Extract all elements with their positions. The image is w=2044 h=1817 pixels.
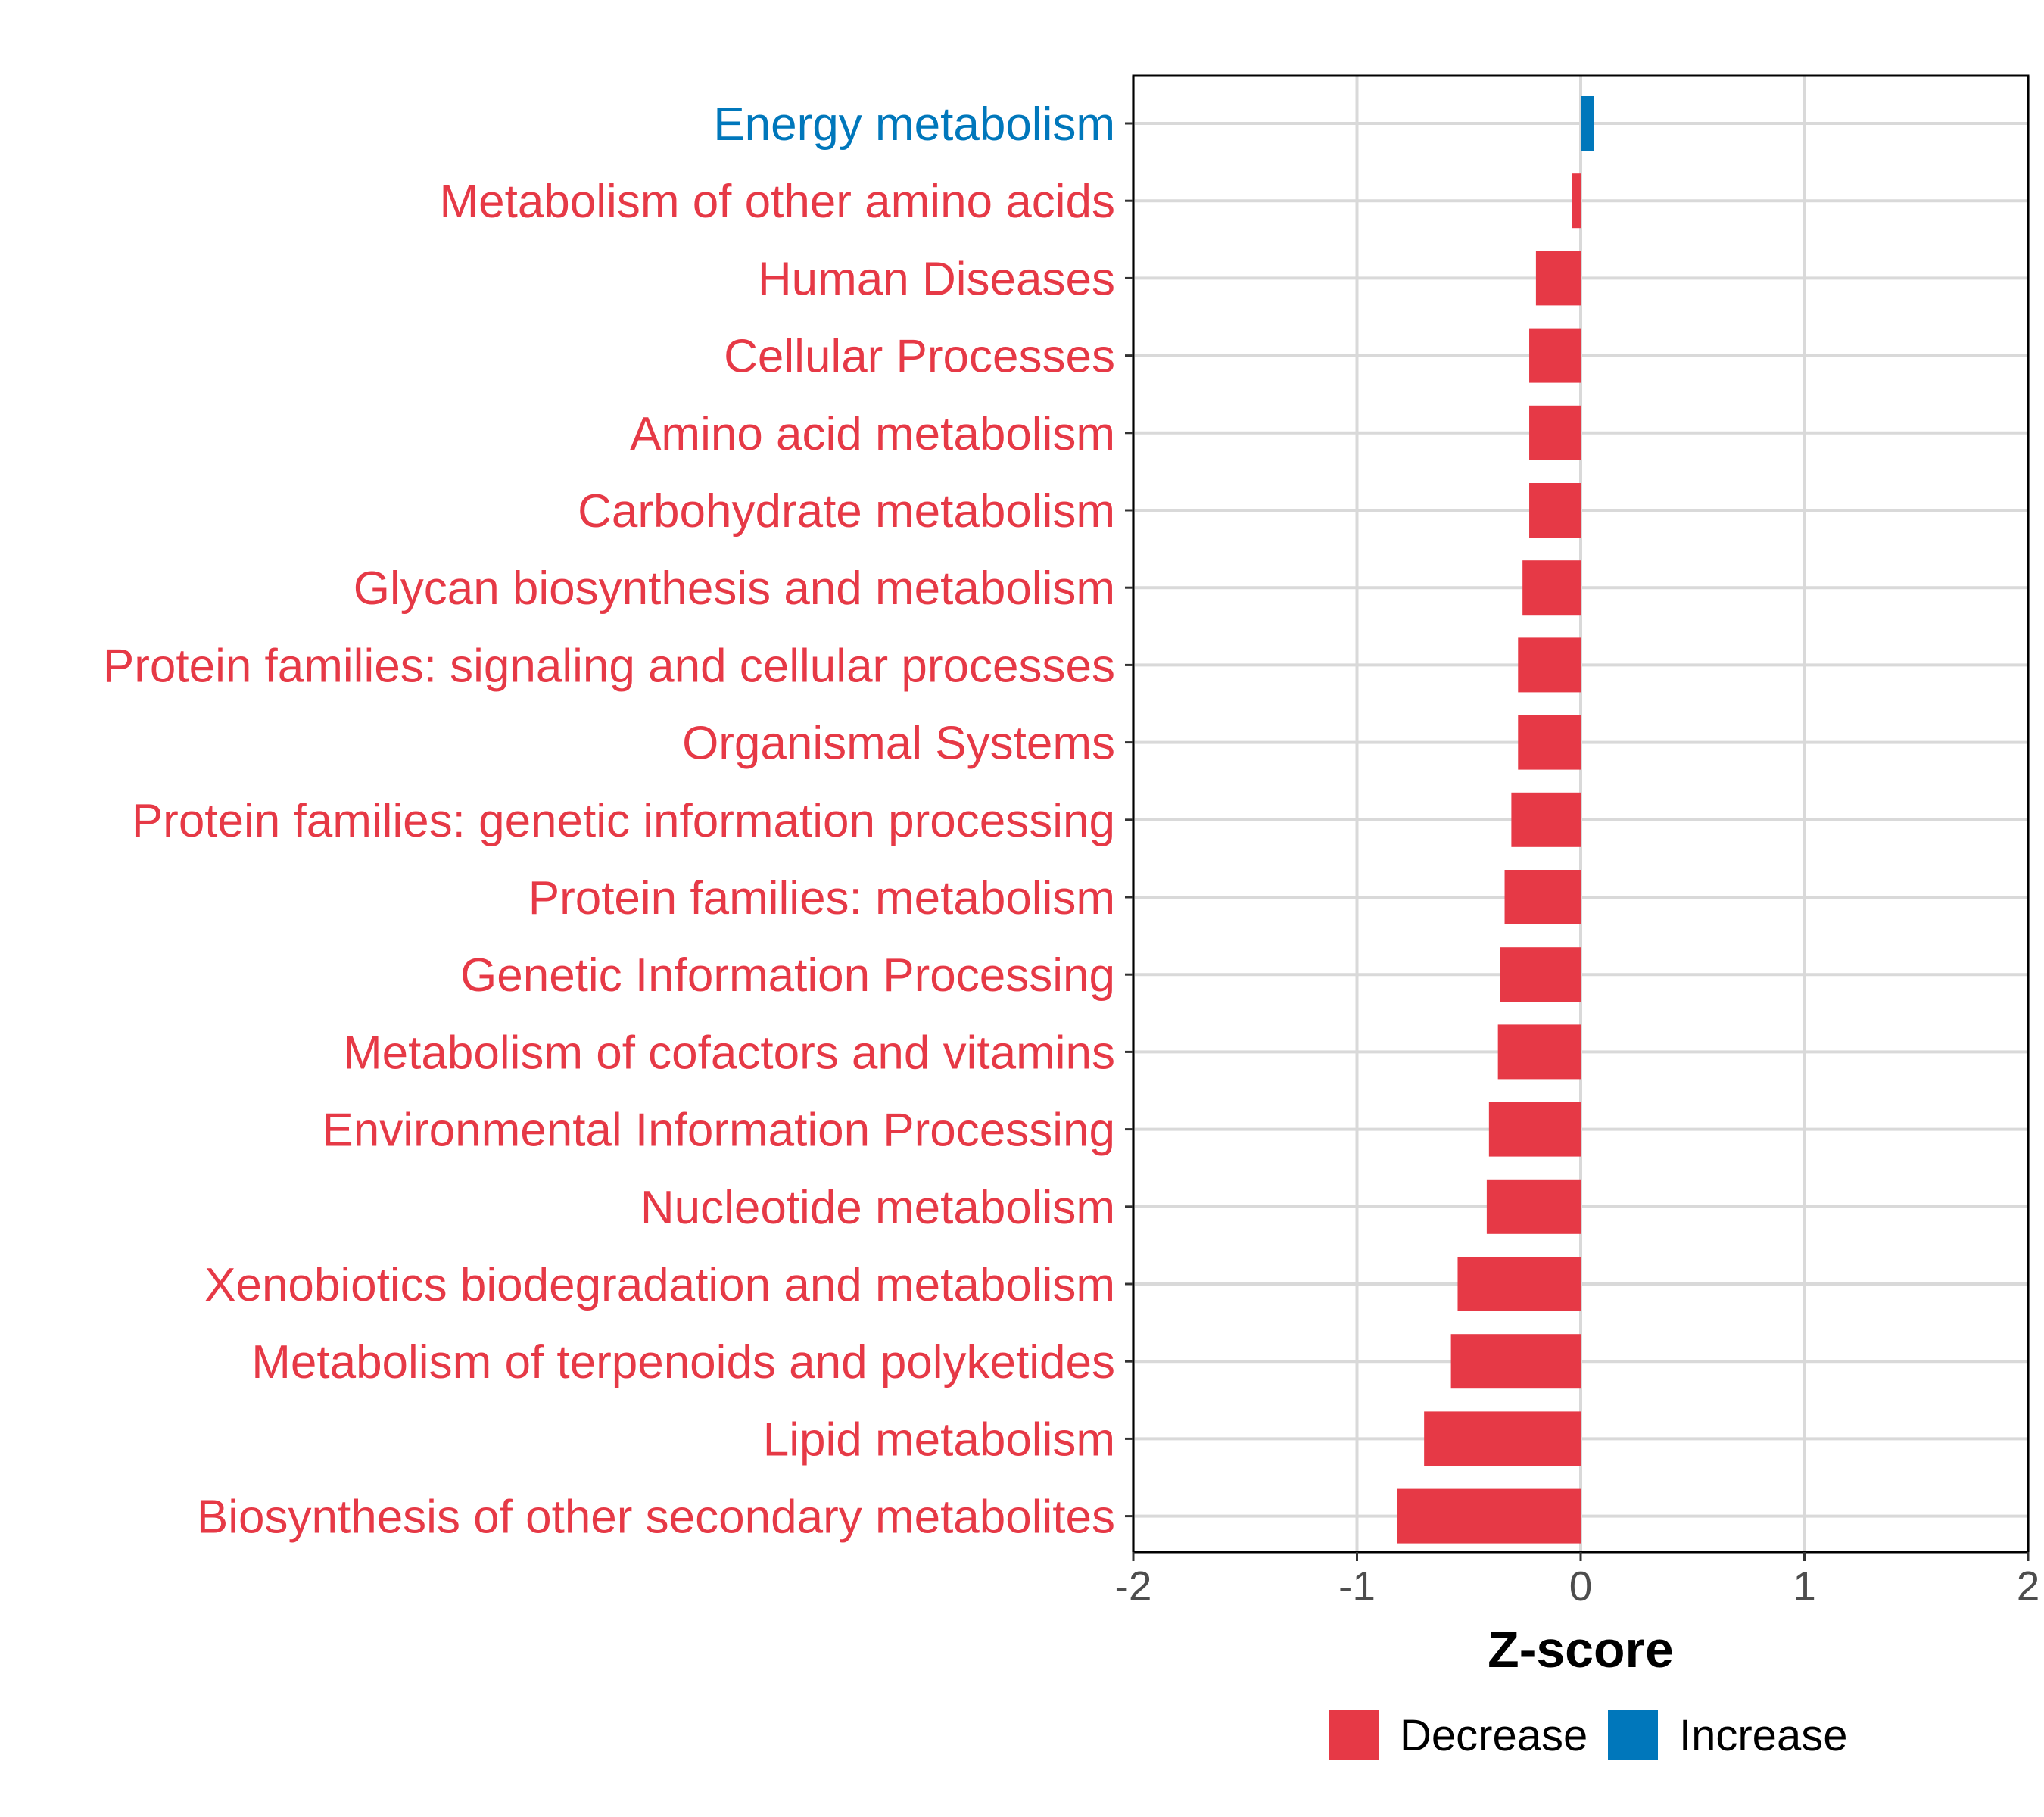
bar [1529,328,1581,383]
legend-label-decrease: Decrease [1400,1711,1588,1760]
category-label: Biosynthesis of other secondary metaboli… [197,1491,1115,1544]
bar [1486,1179,1581,1234]
category-label: Metabolism of other amino acids [439,176,1115,228]
category-label: Protein families: genetic information pr… [132,795,1115,847]
category-label: Organismal Systems [682,718,1115,770]
x-axis-ticks: -2 -1 0 1 2 [1115,1552,2040,1610]
x-tick-label: -1 [1338,1563,1376,1610]
category-label: Xenobiotics biodegradation and metabolis… [204,1259,1115,1311]
bar [1488,1102,1581,1157]
category-label: Lipid metabolism [763,1413,1115,1466]
legend: Decrease Increase [1329,1710,1847,1760]
bar [1529,483,1581,538]
category-label: Genetic Information Processing [460,949,1115,1002]
bar [1500,947,1581,1002]
legend-swatch-increase [1608,1710,1658,1760]
category-label: Metabolism of terpenoids and polyketides [251,1336,1115,1388]
category-label: Cellular Processes [724,331,1115,383]
bar [1450,1334,1581,1389]
bar [1518,637,1581,693]
bar [1397,1488,1581,1544]
bar [1497,1024,1581,1080]
bars [1397,96,1594,1544]
bar [1518,715,1581,770]
bar [1457,1257,1581,1311]
category-label: Metabolism of cofactors and vitamins [343,1027,1115,1079]
y-axis-labels: Energy metabolism Metabolism of other ami… [103,98,1115,1544]
x-axis-title: Z-score [1488,1621,1674,1678]
bar [1522,560,1581,616]
bar [1511,792,1581,847]
bar [1535,251,1581,306]
legend-swatch-decrease [1329,1710,1379,1760]
category-label: Energy metabolism [713,98,1115,151]
bar [1504,870,1581,924]
category-label: Nucleotide metabolism [640,1182,1115,1234]
x-tick-label: -2 [1115,1563,1152,1610]
x-tick-label: 2 [2017,1563,2040,1610]
category-label: Amino acid metabolism [630,408,1115,460]
category-label: Human Diseases [758,253,1115,305]
category-label: Protein families: signaling and cellular… [103,640,1115,692]
bar [1581,96,1594,151]
legend-label-increase: Increase [1679,1711,1847,1760]
category-label: Glycan biosynthesis and metabolism [354,563,1115,615]
category-label: Environmental Information Processing [322,1105,1115,1157]
y-axis-ticks [1125,122,1133,1518]
bar [1529,405,1581,460]
bar [1572,173,1581,229]
bar [1424,1411,1581,1466]
x-tick-label: 0 [1569,1563,1593,1610]
category-label: Protein families: metabolism [528,872,1115,924]
category-label: Carbohydrate metabolism [578,485,1115,538]
x-tick-label: 1 [1793,1563,1816,1610]
